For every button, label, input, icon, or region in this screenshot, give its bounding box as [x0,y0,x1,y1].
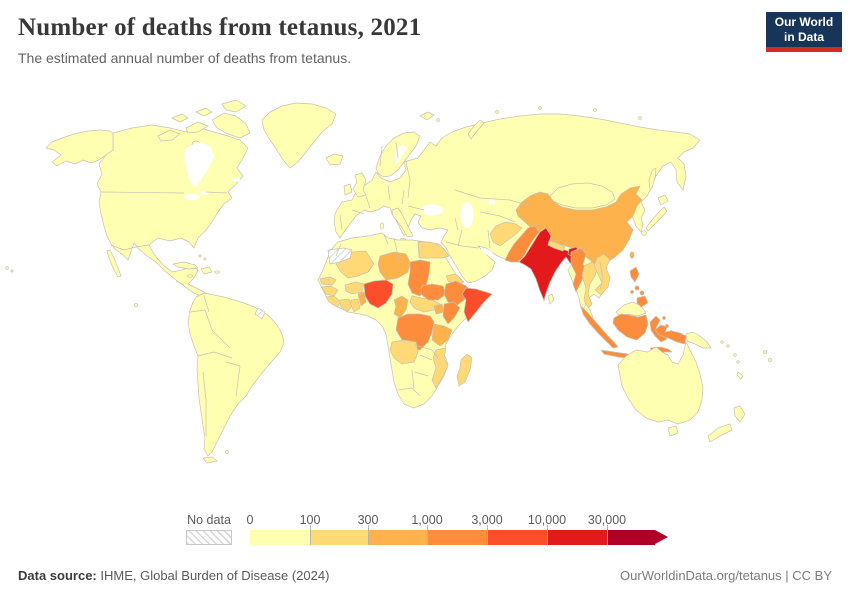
country-baja-california[interactable] [106,249,122,278]
country-afghanistan[interactable] [489,221,523,247]
country-central-african-republic[interactable] [409,295,441,313]
country-myanmar[interactable] [570,247,587,293]
legend-tickmark [427,525,428,545]
legend-tick: 30,000 [587,513,627,527]
legend-tick: 300 [357,513,379,527]
owid-link[interactable]: OurWorldinData.org/tetanus | CC BY [620,568,832,583]
country-nigeria[interactable] [363,279,394,309]
arctic-russian-islands[interactable] [495,106,642,120]
country-italy[interactable] [391,207,414,238]
country-sierra-leone-liberia[interactable] [325,295,342,308]
country-burkina-faso[interactable] [344,281,365,295]
country-pakistan[interactable] [504,225,540,263]
country-guinea[interactable] [320,285,339,297]
legend-arrow [655,530,668,544]
country-kalimantan[interactable] [612,313,649,341]
country-somalia[interactable] [461,287,493,323]
country-madagascar[interactable] [456,353,473,387]
legend-tickmark [368,525,369,545]
svalbard-islands[interactable] [419,111,440,122]
country-united-kingdom[interactable] [352,172,367,198]
country-taiwan[interactable] [629,251,635,259]
region-french-guiana-nodata[interactable] [254,307,266,320]
country-ethiopia[interactable] [443,280,471,307]
novaya-zemlya[interactable] [467,119,485,140]
legend-tickmark [310,525,311,545]
no-data-label: No data [187,513,231,527]
country-sri-lanka[interactable] [547,293,555,305]
country-south-sudan[interactable] [420,283,447,301]
country-tasmania[interactable] [667,425,679,437]
data-source: Data source: IHME, Global Burden of Dise… [18,568,329,583]
legend-swatch-2[interactable] [368,530,427,545]
country-west-papua[interactable] [654,324,687,345]
country-cameroon[interactable] [393,295,409,319]
country-egypt[interactable] [417,241,450,259]
page-title: Number of deaths from tetanus, 2021 [18,14,422,41]
caribbean-islands[interactable] [172,254,220,278]
country-sakhalin[interactable] [648,167,657,191]
country-ivory-coast[interactable] [339,298,353,312]
country-sumatra[interactable] [580,305,619,349]
legend-tickmark [607,525,608,545]
legend-color-bar [250,525,670,545]
country-japan[interactable] [641,194,669,236]
data-source-prefix: Data source: [18,568,97,583]
galapagos-islands[interactable] [134,303,138,307]
country-niger[interactable] [377,251,411,281]
legend-swatch-3[interactable] [427,530,487,545]
hawaii-islands[interactable] [5,266,14,273]
legend-tick: 1,000 [411,513,443,527]
legend-tickmark [487,525,488,545]
country-philippines[interactable] [629,266,649,308]
legend-tick: 3,000 [471,513,503,527]
legend-tickmark [547,525,548,545]
country-greenland[interactable] [261,102,337,169]
legend-tick-labels: 0 100 300 1,000 3,000 10,000 30,000 [246,513,670,530]
inland-seas [184,142,496,257]
legend-swatch-6[interactable] [607,530,655,545]
no-data-swatch[interactable] [186,530,232,545]
country-new-zealand[interactable] [707,405,746,443]
country-nepal[interactable] [547,240,566,252]
country-senegal[interactable] [319,276,337,286]
data-source-text: IHME, Global Burden of Disease (2024) [96,568,330,583]
country-uganda[interactable] [433,303,445,315]
owid-logo-line1: Our World [774,15,834,30]
country-iceland[interactable] [325,153,344,166]
country-australia[interactable] [617,341,704,425]
country-kenya[interactable] [442,301,461,325]
legend-tick: 0 [246,513,254,527]
country-ghana[interactable] [350,298,361,313]
legend-tick: 100 [299,513,321,527]
chart-subtitle: The estimated annual number of deaths fr… [18,50,352,66]
country-ireland[interactable] [343,183,353,196]
owid-logo-line2: in Data [783,29,824,44]
legend-swatch-1[interactable] [310,530,368,545]
country-angola[interactable] [389,339,419,365]
legend-swatch-4[interactable] [487,530,547,545]
country-alaska[interactable] [45,129,114,167]
legend-tick: 10,000 [527,513,567,527]
region-western-sahara-nodata[interactable] [327,247,353,265]
country-tanzania[interactable] [431,323,453,347]
falkland-islands[interactable] [225,450,229,454]
country-papua-new-guinea[interactable] [685,331,712,349]
country-borders [100,141,604,436]
country-mongolia[interactable] [549,182,616,209]
country-south-america[interactable] [187,292,285,457]
legend-swatch-0[interactable] [250,530,310,545]
country-benin-togo[interactable] [357,291,367,307]
pacific-islands[interactable] [720,340,772,380]
country-tierra-del-fuego[interactable] [202,456,218,464]
legend-swatch-5[interactable] [547,530,607,545]
country-mozambique[interactable] [431,347,449,389]
owid-logo[interactable]: Our World in Data [766,12,842,52]
